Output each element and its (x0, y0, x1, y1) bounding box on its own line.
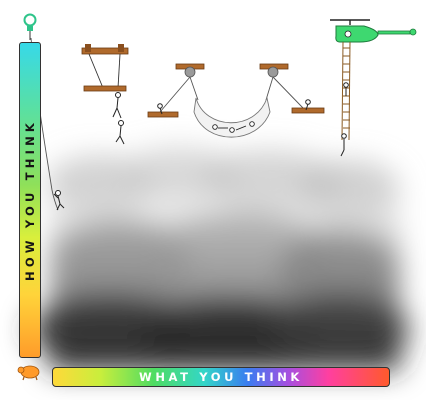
stick-figure-icon (340, 82, 349, 157)
fog-cloud (30, 147, 410, 370)
how-you-think-axis: HOW YOU THINK (19, 42, 41, 358)
what-you-think-axis: WHAT YOU THINK (52, 367, 390, 387)
stick-figure-icon (112, 92, 125, 145)
turtle-icon (17, 365, 40, 381)
hammock-rope (159, 76, 304, 113)
stick-figure-icon (212, 121, 255, 133)
wooden-swing (81, 44, 129, 92)
stick-figure-icon (157, 99, 311, 115)
helicopter-icon (330, 19, 417, 43)
lightbulb-icon (23, 13, 37, 40)
how-you-think-label: HOW YOU THINK (23, 118, 37, 282)
stick-figure-icon (53, 190, 65, 211)
pulley-right (259, 63, 289, 78)
what-you-think-label: WHAT YOU THINK (139, 370, 303, 384)
hammock-platform-left (147, 111, 179, 118)
hammock-platform-right (291, 107, 325, 114)
pulley-left (175, 63, 205, 78)
